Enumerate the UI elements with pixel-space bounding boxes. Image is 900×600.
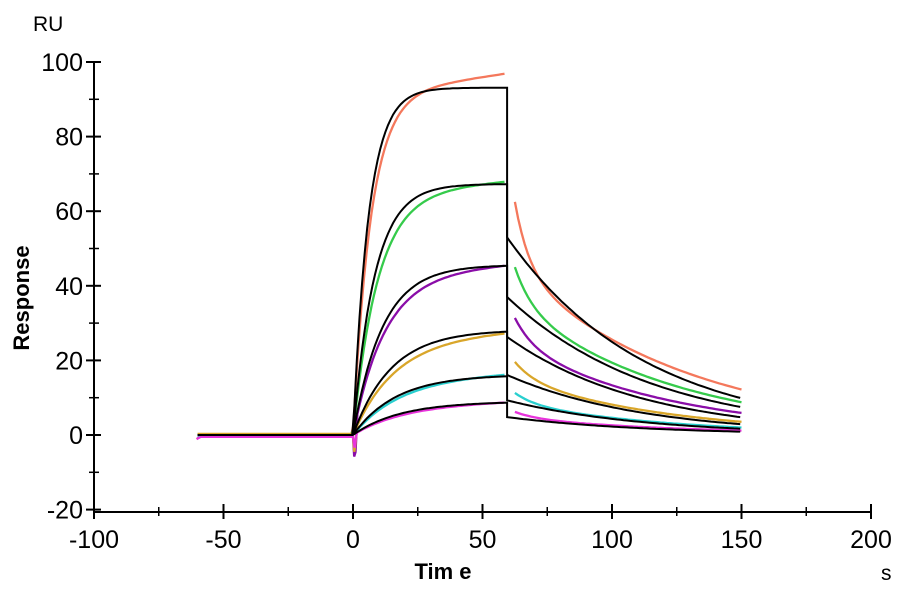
y-tick-label: 80 <box>55 124 83 152</box>
fit-curve-6 <box>197 401 741 436</box>
data-curve-5-dissociation <box>514 391 742 429</box>
data-curve-2-dissociation <box>513 266 742 404</box>
data-curve-6-dissociation <box>514 410 742 432</box>
y-axis-unit-label: RU <box>33 13 63 36</box>
fit-curve-1 <box>197 86 741 436</box>
data-curve-3-dissociation <box>513 317 742 415</box>
data-curve-4-association <box>197 332 505 452</box>
fit-curve-4 <box>197 330 741 436</box>
data-curve-4-dissociation <box>514 361 742 423</box>
data-curve-6-association <box>196 401 505 448</box>
y-tick-label: 100 <box>41 49 83 77</box>
y-tick-label: 0 <box>69 422 83 450</box>
fit-curve-2 <box>197 183 741 436</box>
data-curve-1-association <box>195 72 505 441</box>
y-tick-label: -20 <box>47 497 83 525</box>
x-tick-label: 50 <box>469 526 497 554</box>
x-tick-label: -100 <box>69 526 119 554</box>
y-tick-label: 40 <box>55 273 83 301</box>
x-tick-label: 200 <box>850 526 892 554</box>
data-curve-1-dissociation <box>513 201 742 391</box>
x-axis-unit-label: s <box>881 562 892 585</box>
labels-layer: RU Response Tim e s -20 0 20 40 60 80 100 -100 -… <box>9 13 892 585</box>
x-tick-label: 150 <box>721 526 763 554</box>
curves-layer <box>195 72 742 457</box>
fit-curve-5 <box>197 375 741 436</box>
y-axis-title: Response <box>9 245 34 350</box>
x-tick-label: -50 <box>205 526 241 554</box>
data-curve-2-association <box>197 180 505 436</box>
x-tick-label: 100 <box>591 526 633 554</box>
y-tick-label: 60 <box>55 198 83 226</box>
y-tick-label: 20 <box>55 347 83 375</box>
x-axis-title: Tim e <box>414 559 471 584</box>
fit-curve-3 <box>197 264 741 436</box>
x-tick-label: 0 <box>346 526 360 554</box>
data-curve-3-association <box>197 264 505 457</box>
axes-layer <box>86 61 872 519</box>
